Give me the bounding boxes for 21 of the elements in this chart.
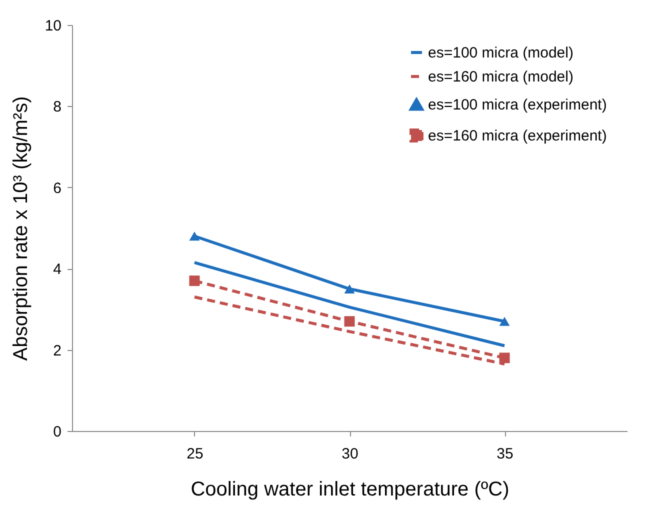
y-tick-label: 4 bbox=[53, 261, 62, 278]
point bbox=[189, 276, 200, 286]
y-tick-label: 0 bbox=[53, 424, 62, 440]
x-tick-label: 25 bbox=[186, 446, 204, 462]
y-tick-label: 10 bbox=[44, 18, 62, 34]
y-tick-label: 8 bbox=[53, 98, 62, 116]
legend-label: es=160 micra (model) bbox=[428, 68, 574, 86]
x-tick-label: 35 bbox=[496, 446, 514, 462]
y-tick-label: 2 bbox=[53, 342, 62, 360]
legend-label: es=160 micra (experiment) bbox=[428, 128, 607, 144]
point bbox=[344, 284, 355, 294]
point bbox=[499, 316, 510, 326]
legend-label: es=100 micra (experiment) bbox=[428, 96, 607, 114]
y-tick-label: 6 bbox=[53, 180, 62, 197]
point bbox=[499, 352, 510, 364]
point bbox=[189, 232, 200, 241]
x-axis-title: Cooling water inlet temperature (ºC) bbox=[190, 478, 510, 500]
y-axis-title: Absorption rate x 10³ (kg/m²s) bbox=[10, 96, 32, 361]
legend-label: es=100 micra (model) bbox=[428, 44, 574, 62]
point bbox=[344, 316, 355, 327]
x-tick-label: 30 bbox=[342, 446, 358, 462]
